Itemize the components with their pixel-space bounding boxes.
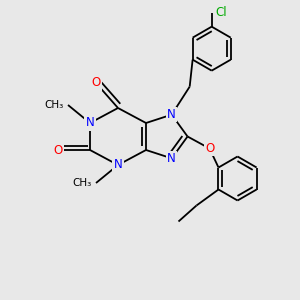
Text: O: O [205,142,214,155]
Text: N: N [85,116,94,130]
Text: Cl: Cl [216,6,227,19]
Text: N: N [167,152,176,165]
Text: CH₃: CH₃ [73,178,92,188]
Text: CH₃: CH₃ [45,100,64,110]
Text: O: O [92,76,100,89]
Text: O: O [53,143,63,157]
Text: N: N [167,108,176,121]
Text: N: N [114,158,122,172]
